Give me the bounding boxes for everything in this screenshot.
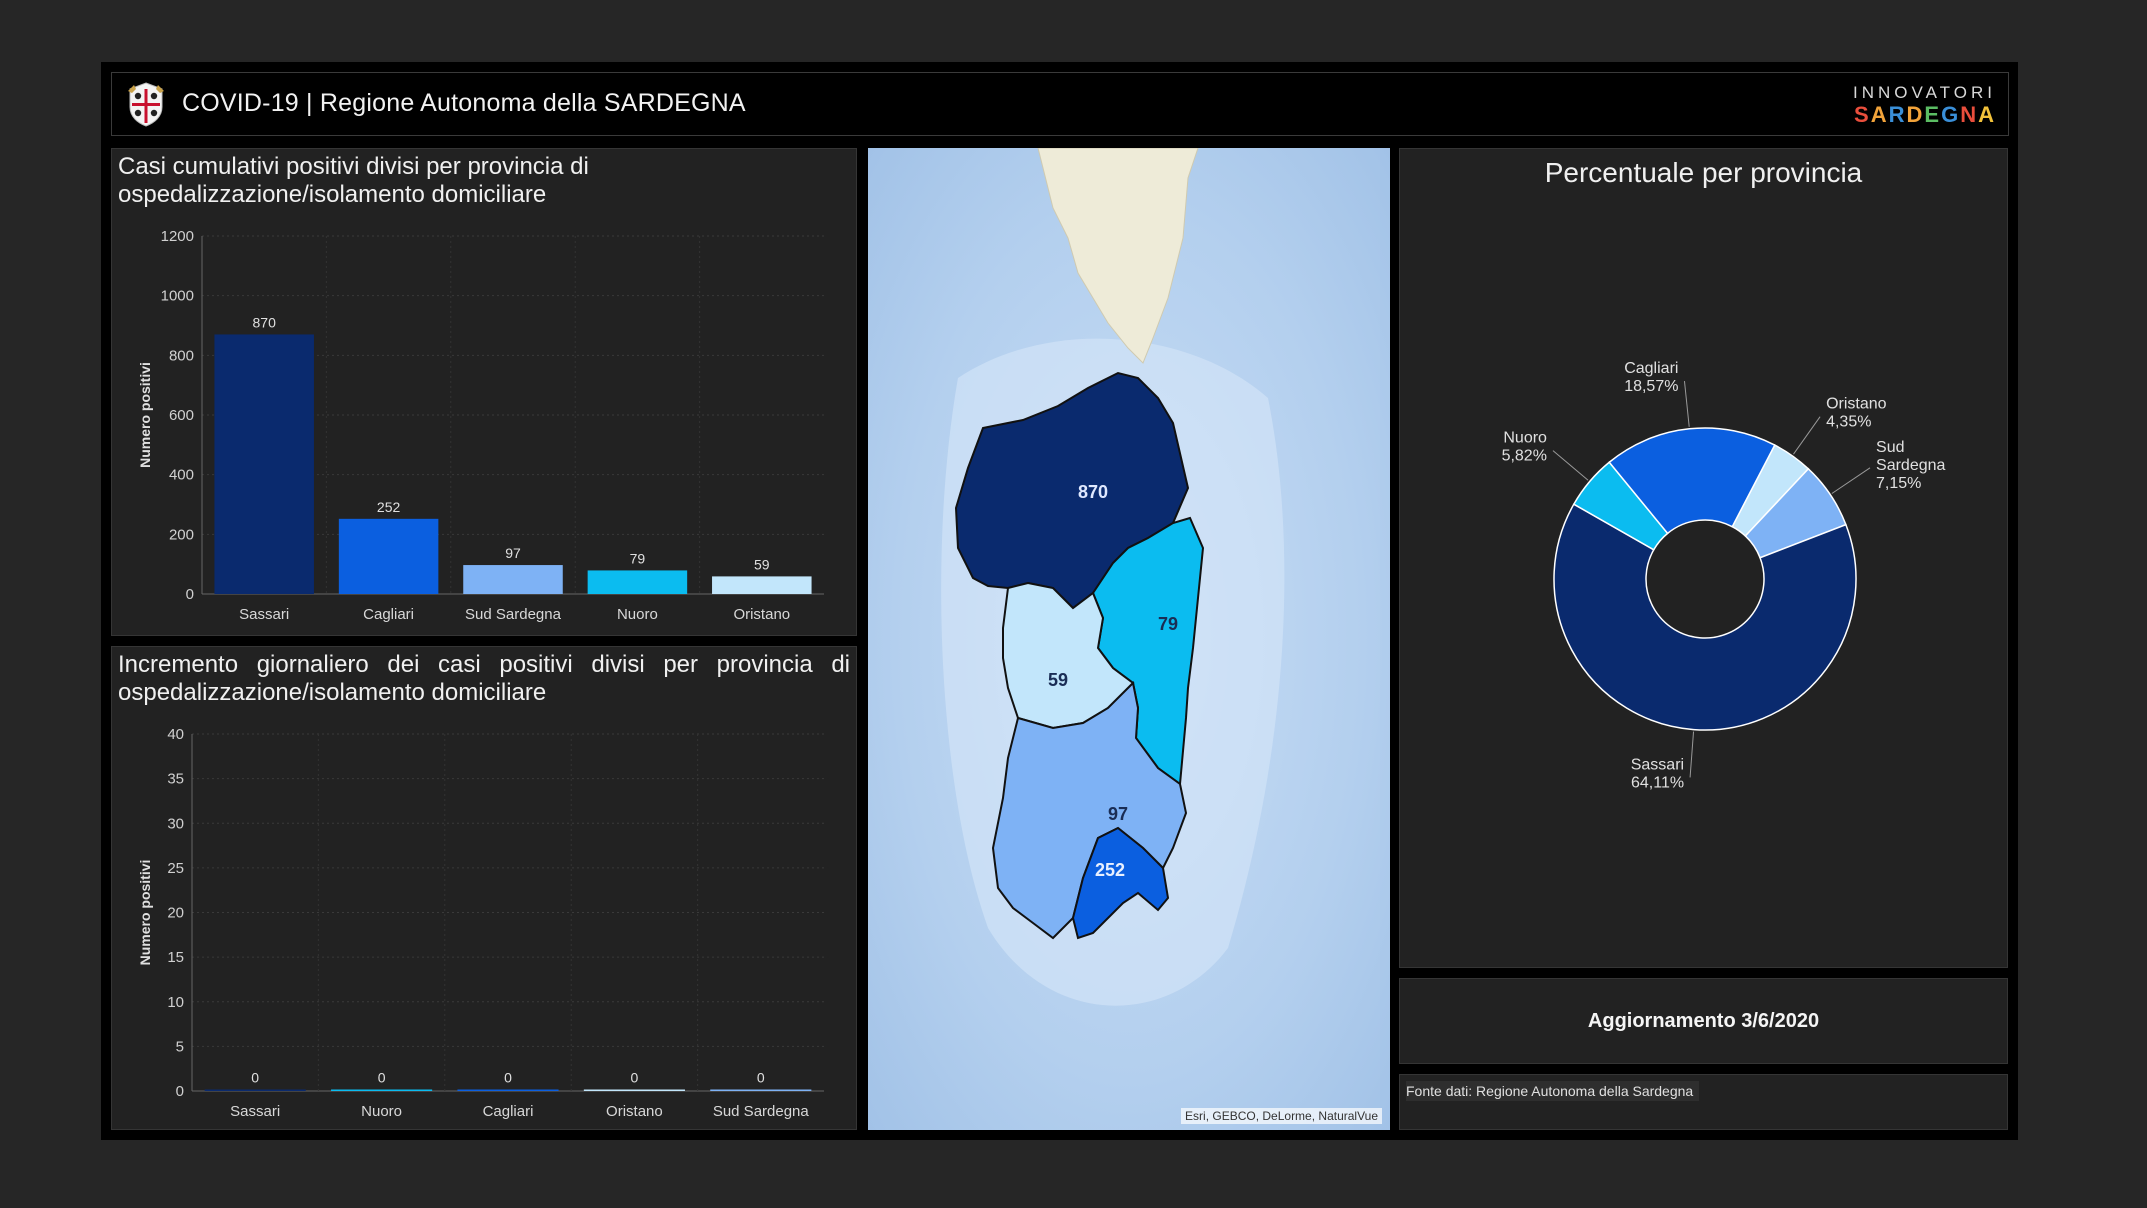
y-tick-label: 5 [176, 1038, 184, 1055]
daily-chart-title: Incremento giornaliero dei casi positivi… [118, 651, 850, 706]
slice-label: Sud Sardegna 7,15% [1876, 439, 1945, 492]
daily-chart-panel: Incremento giornaliero dei casi positivi… [111, 646, 857, 1130]
data-source: Fonte dati: Regione Autonoma della Sarde… [1406, 1081, 1700, 1101]
slice-label: Nuoro 5,82% [1502, 430, 1547, 465]
bar-sud-sardegna [463, 565, 563, 594]
slice-label: Sassari 64,11% [1631, 756, 1684, 791]
bar-nuoro [331, 1089, 433, 1091]
x-tick-label: Cagliari [363, 606, 414, 623]
x-tick-label: Sassari [230, 1103, 280, 1120]
y-tick-label: 600 [169, 407, 194, 424]
corsica-landmass [1037, 148, 1199, 364]
source-panel: Fonte dati: Regione Autonoma della Sarde… [1399, 1074, 2008, 1130]
daily-bar-chart[interactable]: 0 5 10 15 20 25 30 35 40 0 Sassari 0 Nuoro 0 Cagliari 0… [112, 647, 858, 1131]
slice-label: Cagliari 18,57% [1624, 360, 1678, 395]
slice-cagliari [1608, 427, 1776, 535]
data-label: 97 [505, 545, 521, 561]
data-label: 79 [630, 550, 646, 566]
header-bar: COVID-19 | Regione Autonoma della SARDEG… [111, 72, 2009, 136]
sardinia-emblem-icon [128, 82, 164, 127]
bar-cagliari [457, 1089, 559, 1091]
y-tick-label: 800 [169, 347, 194, 364]
bar-sassari [204, 1089, 306, 1091]
update-panel: Aggiornamento 3/6/2020 [1399, 978, 2008, 1064]
province-cagliari[interactable] [1071, 826, 1170, 940]
y-tick-label: 30 [167, 815, 184, 832]
x-tick-label: Nuoro [617, 606, 658, 623]
map-label-oristano: 59 [1048, 670, 1068, 690]
leader-line [1831, 467, 1871, 494]
cumulative-bar-chart[interactable]: 0 200 400 600 800 1000 1200 870 Sassari 252 Caglia… [112, 149, 858, 637]
map-label-nuoro: 79 [1158, 614, 1178, 634]
y-tick-label: 200 [169, 526, 194, 543]
data-label: 0 [378, 1070, 386, 1086]
bar-sud-sardegna [710, 1089, 812, 1091]
leader-line [1552, 450, 1589, 481]
y-tick-label: 0 [186, 586, 194, 603]
x-tick-label: Nuoro [361, 1103, 402, 1120]
cumulative-chart-panel: Casi cumulativi positivi divisi per prov… [111, 148, 857, 636]
bar-sassari [214, 334, 314, 594]
y-tick-label: 15 [167, 949, 184, 966]
x-tick-label: Cagliari [483, 1103, 534, 1120]
brand-bottom-text: SARDEGNA [1854, 102, 1996, 127]
pie-chart-panel: Percentuale per provincia Oristano 4,35% S… [1399, 148, 2008, 968]
x-tick-label: Sud Sardegna [465, 606, 562, 623]
data-label: 252 [377, 499, 401, 515]
leader-line [1683, 381, 1690, 427]
map-label-sassari: 870 [1078, 482, 1108, 502]
y-tick-label: 0 [176, 1083, 184, 1100]
data-label: 0 [251, 1070, 259, 1086]
pie-chart-title: Percentuale per provincia [1544, 157, 1863, 188]
map-label-cagliari: 252 [1095, 860, 1125, 880]
sardinia-map[interactable]: 870 79 59 97 252 Esri, GEBCO, DeLorme, N… [868, 148, 1390, 1130]
data-label: 0 [504, 1070, 512, 1086]
y-axis-title: Numero positivi [137, 362, 153, 468]
y-tick-label: 1000 [161, 288, 194, 305]
y-tick-label: 400 [169, 467, 194, 484]
bar-oristano [583, 1089, 685, 1091]
y-tick-label: 1200 [161, 228, 194, 245]
y-tick-label: 40 [167, 726, 184, 743]
y-tick-label: 35 [167, 771, 184, 788]
bar-nuoro [587, 570, 688, 594]
innovatori-sardegna-logo: INNOVATORI SARDEGNA [1853, 83, 1996, 128]
province-donut-chart[interactable]: Oristano 4,35% Sud Sardegna 7,15% Sassari 64,1… [1400, 149, 2009, 969]
y-axis-title: Numero positivi [137, 860, 153, 966]
data-label: 0 [631, 1070, 639, 1086]
x-tick-label: Sassari [239, 606, 289, 623]
leader-line [1793, 416, 1821, 455]
slice-label: Oristano 4,35% [1826, 396, 1887, 431]
slice-sassari [1553, 503, 1857, 731]
y-tick-label: 10 [167, 994, 184, 1011]
data-label: 59 [754, 556, 770, 572]
leader-line [1689, 731, 1695, 778]
bar-cagliari [338, 518, 439, 594]
brand-top-text: INNOVATORI [1853, 83, 1996, 102]
map-label-sud-sardegna: 97 [1108, 804, 1128, 824]
x-tick-label: Oristano [733, 606, 790, 623]
y-tick-label: 20 [167, 905, 184, 922]
bar-oristano [712, 576, 812, 594]
map-canvas[interactable]: 870 79 59 97 252 [868, 148, 1390, 1130]
map-attribution: Esri, GEBCO, DeLorme, NaturalVue [1181, 1108, 1382, 1124]
data-label: 870 [253, 314, 277, 330]
x-tick-label: Sud Sardegna [713, 1103, 810, 1120]
x-tick-label: Oristano [606, 1103, 663, 1120]
update-date: Aggiornamento 3/6/2020 [1587, 1009, 1820, 1032]
app-title: COVID-19 | Regione Autonoma della SARDEG… [182, 89, 746, 117]
data-label: 0 [757, 1070, 765, 1086]
cumulative-chart-title: Casi cumulativi positivi divisi per prov… [118, 153, 589, 208]
y-tick-label: 25 [167, 860, 184, 877]
